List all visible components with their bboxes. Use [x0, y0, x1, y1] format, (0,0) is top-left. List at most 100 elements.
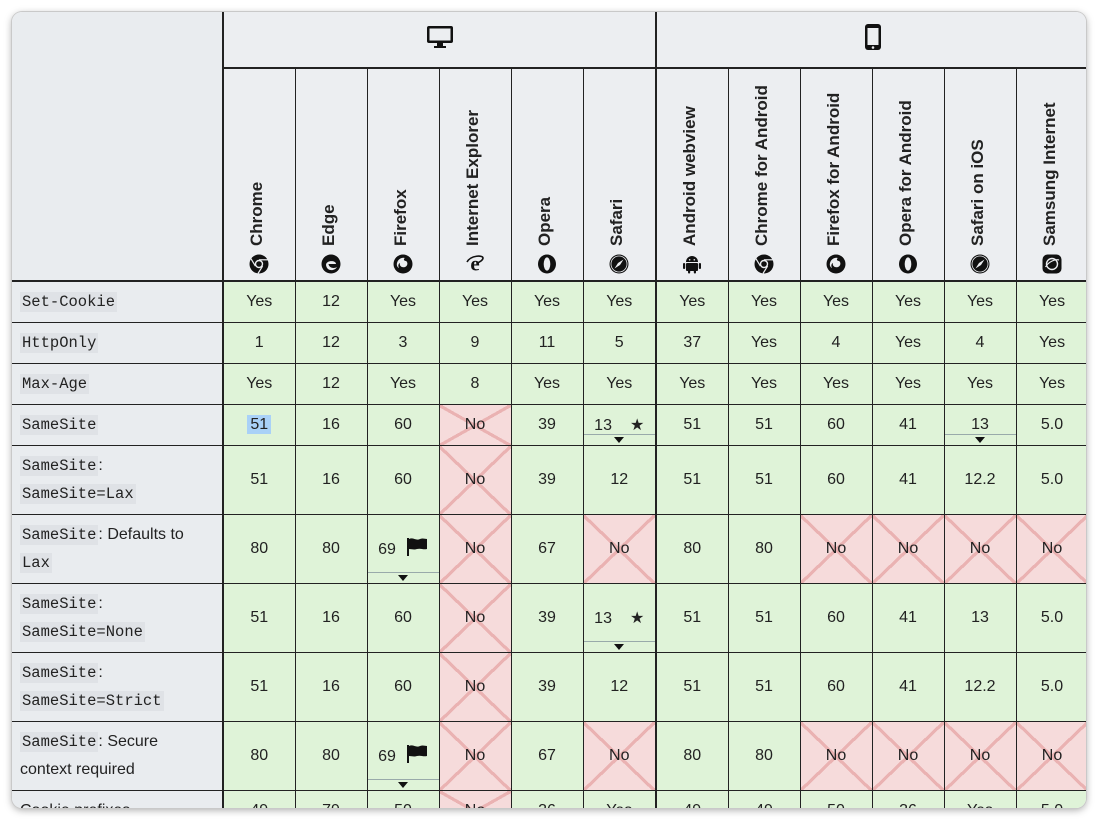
support-cell-yes[interactable]: 51 — [223, 404, 296, 446]
feature-name[interactable]: SameSite: SameSite=Strict — [12, 652, 224, 722]
support-cell-yes[interactable]: Yes — [944, 363, 1017, 405]
support-cell-yes[interactable]: 51 — [223, 583, 296, 653]
support-cell-yes[interactable]: Yes — [872, 322, 945, 364]
support-cell-yes[interactable]: 51 — [223, 445, 296, 515]
support-cell-yes[interactable]: 37 — [656, 322, 729, 364]
support-cell-yes[interactable]: 16 — [295, 583, 368, 653]
support-cell-yes[interactable]: 41 — [872, 404, 945, 446]
support-cell-yes[interactable]: 12 — [295, 322, 368, 364]
support-cell-yes[interactable]: 51 — [656, 652, 729, 722]
support-cell-yes[interactable]: 67 — [511, 514, 584, 584]
support-cell-yes[interactable]: 13 — [944, 583, 1017, 653]
support-cell-yes[interactable]: 12 — [295, 363, 368, 405]
support-cell-yes[interactable]: 60 — [800, 652, 873, 722]
support-cell-yes[interactable]: 16 — [295, 445, 368, 515]
feature-name[interactable]: SameSite: Secure context required — [12, 721, 224, 791]
support-cell-yes[interactable]: Yes — [583, 790, 657, 808]
feature-name[interactable]: SameSite: SameSite=None — [12, 583, 224, 653]
support-cell-yes[interactable]: Yes — [511, 281, 584, 323]
support-cell-yes[interactable]: 49 — [656, 790, 729, 808]
support-cell-yes[interactable]: Yes — [583, 281, 657, 323]
support-cell-yes[interactable]: 60 — [800, 404, 873, 446]
support-cell-yes[interactable]: 51 — [728, 445, 801, 515]
support-cell-yes[interactable]: 60 — [367, 652, 440, 722]
support-cell-yes[interactable]: Yes — [223, 281, 296, 323]
support-cell-yes[interactable]: Yes — [728, 281, 801, 323]
support-cell-yes[interactable]: 60 — [367, 404, 440, 446]
support-cell-yes[interactable]: 51 — [223, 652, 296, 722]
support-cell-yes[interactable]: Yes — [439, 281, 512, 323]
feature-name[interactable]: SameSite: SameSite=Lax — [12, 445, 224, 515]
support-cell-yes[interactable]: 1 — [223, 322, 296, 364]
support-cell-yes[interactable]: 12.2 — [944, 445, 1017, 515]
support-cell-yes[interactable]: 60 — [800, 583, 873, 653]
feature-name[interactable]: HttpOnly — [12, 322, 224, 364]
support-cell-yes[interactable]: 39 — [511, 652, 584, 722]
support-cell-yes[interactable]: 51 — [656, 404, 729, 446]
support-cell-yes[interactable]: 49 — [223, 790, 296, 808]
support-cell-no[interactable]: No — [944, 721, 1017, 791]
support-cell-yes[interactable]: Yes — [1016, 363, 1086, 405]
support-cell-yes[interactable]: Yes — [1016, 281, 1086, 323]
support-cell-yes[interactable]: 4 — [944, 322, 1017, 364]
support-cell-yes[interactable]: 50 — [367, 790, 440, 808]
support-cell-yes[interactable]: 5.0 — [1016, 404, 1086, 446]
support-cell-yes[interactable]: 5 — [583, 322, 657, 364]
support-cell-no[interactable]: No — [439, 790, 512, 808]
support-cell-no[interactable]: No — [872, 514, 945, 584]
support-cell-no[interactable]: No — [944, 514, 1017, 584]
support-cell-yes[interactable]: 50 — [800, 790, 873, 808]
support-cell-yes[interactable]: 49 — [728, 790, 801, 808]
support-cell-no[interactable]: No — [583, 514, 657, 584]
support-cell-yes[interactable]: Yes — [728, 322, 801, 364]
support-cell-yes[interactable]: Yes — [728, 363, 801, 405]
support-cell-yes[interactable]: 4 — [800, 322, 873, 364]
support-cell-yes[interactable]: 5.0 — [1016, 583, 1086, 653]
support-cell-yes[interactable]: 80 — [728, 721, 801, 791]
support-cell-yes[interactable]: 80 — [295, 514, 368, 584]
support-cell-no[interactable]: No — [1016, 514, 1086, 584]
support-cell-no[interactable]: No — [1016, 721, 1086, 791]
support-cell-yes[interactable]: 12 — [583, 445, 657, 515]
support-cell-yes[interactable]: 80 — [656, 514, 729, 584]
support-cell-yes[interactable]: 67 — [511, 721, 584, 791]
support-cell-yes[interactable]: 16 — [295, 404, 368, 446]
support-cell-no[interactable]: No — [872, 721, 945, 791]
support-cell-yes[interactable]: 5.0 — [1016, 652, 1086, 722]
support-cell-no[interactable]: No — [439, 652, 512, 722]
expand-toggle[interactable] — [944, 434, 1016, 443]
support-cell-yes[interactable]: 79 — [295, 790, 368, 808]
support-cell-yes[interactable]: 80 — [223, 721, 296, 791]
support-cell-yes[interactable]: 13 ★ — [583, 404, 657, 446]
support-cell-yes[interactable]: 9 — [439, 322, 512, 364]
support-cell-yes[interactable]: 12.2 — [944, 652, 1017, 722]
support-cell-yes[interactable]: Yes — [944, 281, 1017, 323]
support-cell-yes[interactable]: 11 — [511, 322, 584, 364]
support-cell-yes[interactable]: Yes — [656, 363, 729, 405]
feature-name[interactable]: Cookie prefixes — [12, 790, 224, 808]
support-cell-yes[interactable]: 8 — [439, 363, 512, 405]
support-cell-no[interactable]: No — [439, 514, 512, 584]
support-cell-yes[interactable]: 36 — [872, 790, 945, 808]
support-cell-yes[interactable]: Yes — [944, 790, 1017, 808]
support-cell-yes[interactable]: 13 ★ — [583, 583, 657, 653]
feature-name[interactable]: Set-Cookie — [12, 281, 224, 323]
support-cell-yes[interactable]: 51 — [656, 445, 729, 515]
support-cell-yes[interactable]: 80 — [223, 514, 296, 584]
support-cell-yes[interactable]: 80 — [656, 721, 729, 791]
support-cell-yes[interactable]: 80 — [728, 514, 801, 584]
expand-toggle[interactable] — [583, 434, 655, 443]
support-cell-yes[interactable]: Yes — [1016, 322, 1086, 364]
support-cell-yes[interactable]: 3 — [367, 322, 440, 364]
support-cell-yes[interactable]: Yes — [656, 281, 729, 323]
support-cell-yes[interactable]: 60 — [367, 583, 440, 653]
support-cell-no[interactable]: No — [439, 721, 512, 791]
support-cell-no[interactable]: No — [800, 721, 873, 791]
support-cell-no[interactable]: No — [583, 721, 657, 791]
support-cell-yes[interactable]: 12 — [583, 652, 657, 722]
support-cell-yes[interactable]: 39 — [511, 404, 584, 446]
support-cell-yes[interactable]: 16 — [295, 652, 368, 722]
support-cell-yes[interactable]: 13 — [944, 404, 1017, 446]
support-cell-no[interactable]: No — [439, 583, 512, 653]
support-cell-yes[interactable]: 5.0 — [1016, 445, 1086, 515]
